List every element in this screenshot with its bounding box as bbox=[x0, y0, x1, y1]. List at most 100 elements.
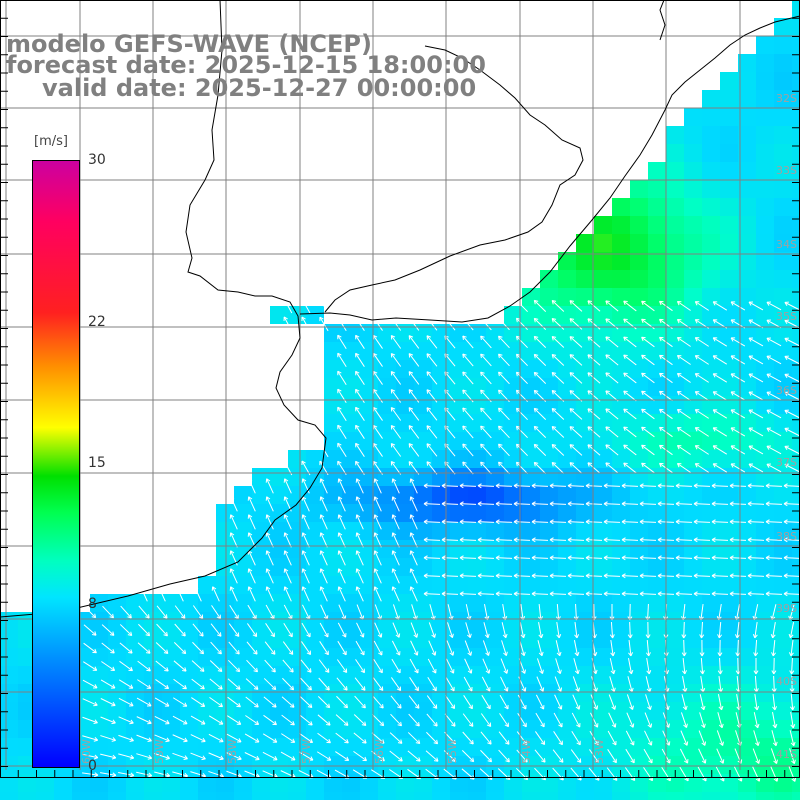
wind-cell bbox=[774, 468, 792, 486]
wind-arrow bbox=[477, 503, 495, 505]
wind-cell bbox=[666, 378, 684, 396]
wind-arrow bbox=[627, 658, 633, 674]
wind-arrow bbox=[426, 371, 438, 385]
wind-cell bbox=[612, 612, 630, 630]
wind-cell bbox=[792, 0, 800, 18]
wind-arrow bbox=[693, 485, 711, 487]
wind-arrow bbox=[639, 503, 657, 505]
wind-arrow bbox=[585, 521, 603, 523]
wind-cell bbox=[360, 432, 378, 450]
wind-arrowhead bbox=[693, 519, 698, 525]
wind-arrowhead bbox=[200, 720, 206, 725]
wind-arrowhead bbox=[462, 425, 467, 430]
wind-arrow bbox=[573, 640, 579, 656]
wind-cell bbox=[414, 540, 432, 558]
wind-arrow bbox=[677, 355, 691, 365]
wind-arrowhead bbox=[504, 704, 509, 710]
wind-arrowhead bbox=[657, 537, 662, 543]
wind-arrowhead bbox=[659, 426, 664, 432]
wind-arrow bbox=[513, 575, 531, 577]
wind-arrowhead bbox=[771, 670, 777, 675]
colorbar-tick-label: 30 bbox=[88, 152, 106, 168]
wind-arrowhead bbox=[254, 720, 260, 726]
wind-cell bbox=[324, 558, 342, 576]
wind-arrow bbox=[591, 676, 597, 692]
wind-cell bbox=[702, 162, 720, 180]
wind-arrowhead bbox=[522, 722, 527, 728]
wind-arrow bbox=[462, 731, 474, 745]
wind-arrow bbox=[645, 676, 651, 692]
wind-arrowhead bbox=[605, 372, 610, 377]
wind-arrow bbox=[639, 575, 657, 577]
wind-cell bbox=[702, 648, 720, 666]
wind-cell bbox=[666, 360, 684, 378]
wind-arrow bbox=[282, 641, 294, 655]
wind-cell bbox=[576, 666, 594, 684]
wind-arrow bbox=[230, 586, 238, 602]
wind-arrowhead bbox=[503, 651, 508, 657]
wind-arrow bbox=[549, 557, 567, 559]
wind-cell bbox=[774, 720, 792, 738]
wind-arrowhead bbox=[639, 501, 644, 507]
wind-arrowhead bbox=[283, 568, 289, 573]
wind-arrow bbox=[318, 677, 330, 691]
wind-cell bbox=[342, 486, 360, 504]
wind-arrow bbox=[426, 461, 438, 475]
wind-arrow bbox=[266, 514, 274, 530]
wind-arrowhead bbox=[766, 337, 771, 342]
wind-arrowhead bbox=[621, 591, 626, 597]
wind-arrow bbox=[426, 731, 438, 745]
wind-cell bbox=[720, 360, 738, 378]
wind-arrowhead bbox=[342, 633, 347, 638]
wind-arrow bbox=[513, 557, 531, 559]
wind-arrowhead bbox=[729, 483, 734, 489]
wind-arrow bbox=[355, 353, 365, 367]
wind-arrow bbox=[747, 575, 765, 577]
wind-cell bbox=[702, 396, 720, 414]
wind-cell bbox=[540, 612, 558, 630]
wind-arrowhead bbox=[587, 372, 592, 377]
wind-arrow bbox=[784, 409, 800, 419]
wind-arrowhead bbox=[416, 757, 421, 762]
wind-arrow bbox=[480, 443, 492, 457]
wind-cell bbox=[432, 666, 450, 684]
wind-arrowhead bbox=[557, 669, 562, 675]
wind-arrowhead bbox=[344, 738, 349, 744]
wind-cell bbox=[720, 540, 738, 558]
wind-arrowhead bbox=[513, 519, 518, 525]
wind-arrowhead bbox=[201, 737, 206, 743]
wind-arrow bbox=[302, 568, 310, 584]
wind-cell bbox=[522, 684, 540, 702]
wind-arrow bbox=[283, 316, 293, 332]
wind-arrowhead bbox=[433, 722, 438, 727]
wind-cell bbox=[432, 594, 450, 612]
wind-cell bbox=[774, 558, 792, 576]
wind-arrow bbox=[477, 485, 495, 487]
wind-arrowhead bbox=[343, 703, 349, 709]
wind-arrow bbox=[567, 503, 585, 505]
wind-cell bbox=[648, 576, 666, 594]
wind-arrowhead bbox=[694, 445, 700, 450]
wind-arrow bbox=[353, 750, 367, 762]
wind-arrow bbox=[156, 605, 168, 619]
wind-arrowhead bbox=[730, 391, 736, 396]
wind-arrowhead bbox=[641, 426, 646, 432]
wind-arrow bbox=[516, 299, 528, 313]
wind-cell bbox=[666, 738, 684, 756]
wind-cell bbox=[666, 198, 684, 216]
wind-cell bbox=[792, 54, 800, 72]
wind-arrowhead bbox=[605, 408, 610, 413]
wind-arrow bbox=[693, 503, 711, 505]
wind-arrowhead bbox=[693, 501, 698, 507]
wind-arrowhead bbox=[575, 705, 581, 710]
wind-arrow bbox=[209, 696, 223, 708]
wind-arrowhead bbox=[289, 685, 295, 691]
wind-arrowhead bbox=[594, 758, 600, 764]
wind-arrowhead bbox=[111, 719, 116, 725]
wind-arrow bbox=[390, 443, 402, 457]
wind-arrow bbox=[712, 445, 728, 455]
wind-arrowhead bbox=[378, 668, 383, 674]
wind-arrow bbox=[444, 461, 456, 475]
wind-arrowhead bbox=[531, 519, 536, 525]
wind-cell bbox=[738, 684, 756, 702]
